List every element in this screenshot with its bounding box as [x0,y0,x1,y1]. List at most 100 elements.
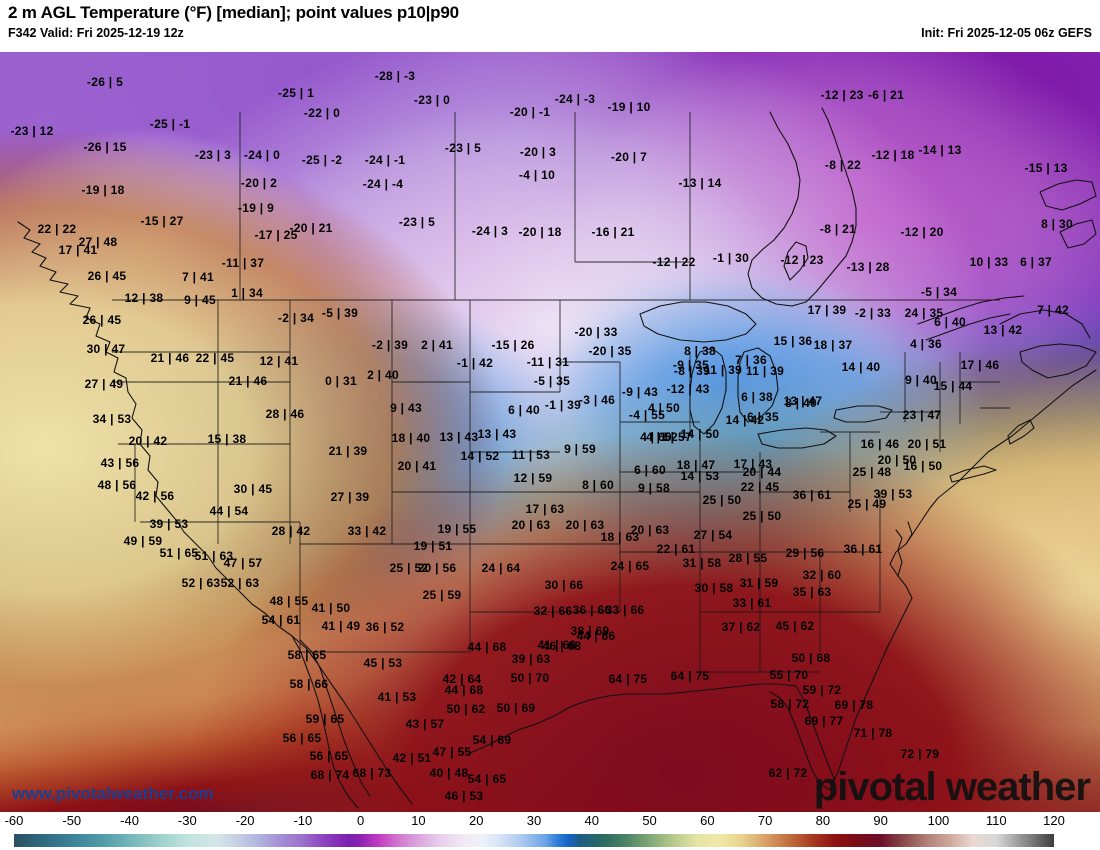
point-value-label: 69 | 78 [834,698,874,712]
point-value-label: 2 | 41 [421,338,453,352]
point-value-label: 13 | 43 [439,430,479,444]
point-value-label: 12 | 59 [513,471,553,485]
colorbar-tick: 30 [526,813,542,828]
point-value-label: 14 | 53 [680,469,720,483]
point-value-label: 21 | 39 [328,444,368,458]
point-value-label: -12 | 23 [820,88,864,102]
point-value-label: 52 | 63 [181,576,221,590]
point-value-label: 1 | 34 [231,286,263,300]
point-value-label: -9 | 35 [672,358,710,372]
colorbar-tick-labels: -60 -50 -40 -30 -20 -10 0 10 20 30 40 50 60 70 80 90 100… [0,812,1100,832]
point-value-label: 52 | 63 [220,576,260,590]
point-value-label: 39 | 53 [873,487,913,501]
point-value-label: 15 | 38 [207,432,247,446]
point-value-label: -25 | 1 [277,86,315,100]
point-value-label: 42 | 51 [392,751,432,765]
point-value-label: 27 | 54 [693,528,733,542]
temperature-map[interactable]: -23 | 12 -26 | 5 -26 | 15 -25 | -1 -19 | 18 -… [0,52,1100,812]
point-value-label: -20 | 18 [518,225,562,239]
point-value-label: 19 | 55 [437,522,477,536]
point-value-label: 20 | 44 [742,465,782,479]
point-value-label: 39 | 53 [149,517,189,531]
point-value-label: -25 | -1 [149,117,191,131]
point-value-label: 17 | 46 [960,358,1000,372]
point-value-label: 45 | 62 [775,619,815,633]
point-value-label: -2 | 39 [371,338,409,352]
point-value-label: 20 | 63 [565,518,605,532]
point-value-label: 56 | 65 [282,731,322,745]
point-value-label: 25 | 50 [742,509,782,523]
point-value-label: 44 | 66 [576,629,616,643]
point-value-label: -23 | 12 [10,124,54,138]
point-value-label: 51 | 63 [194,549,234,563]
point-value-label: -5 | 34 [920,285,958,299]
point-value-label: -8 | 21 [819,222,857,236]
point-value-label: 40 | 48 [429,766,469,780]
point-value-label: -23 | 0 [413,93,451,107]
point-value-label: 48 | 56 [97,478,137,492]
point-value-label: 29 | 56 [785,546,825,560]
colorbar[interactable]: -60 -50 -40 -30 -20 -10 0 10 20 30 40 50 60 70 80 90 100… [0,812,1100,850]
point-value-label: 58 | 65 [287,648,327,662]
point-value-label: 54 | 69 [472,733,512,747]
point-value-label: -25 | -2 [301,153,343,167]
colorbar-tick: -60 [4,813,24,828]
point-value-label: 44 | 68 [467,640,507,654]
point-value-label: 50 | 70 [510,671,550,685]
point-value-label: 11 | 39 [703,363,743,377]
point-value-label: 31 | 58 [682,556,722,570]
point-value-label: 16 | 50 [903,459,943,473]
colorbar-tick: 50 [642,813,657,828]
point-value-label: -12 | 18 [871,148,915,162]
point-value-label: 48 | 55 [269,594,309,608]
point-value-label: 28 | 42 [271,524,311,538]
point-value-label: -16 | 21 [591,225,635,239]
point-value-label: -2 | 34 [277,311,315,325]
point-value-label: -24 | 3 [471,224,509,238]
point-value-label: -24 | -4 [362,177,404,191]
point-value-label: 8 | 60 [582,478,614,492]
point-value-label: 41 | 50 [311,601,351,615]
point-value-label: 39 | 63 [511,652,551,666]
colorbar-tick: -40 [120,813,139,828]
point-value-label: 18 | 63 [600,530,640,544]
point-value-label: 50 | 69 [496,701,536,715]
point-value-label: -20 | 7 [610,150,648,164]
point-value-label: 54 | 61 [261,613,301,627]
point-value-label: -22 | 0 [303,106,341,120]
point-value-label: -13 | 28 [846,260,890,274]
point-value-label: 4 | 50 [648,401,680,415]
point-value-label: 15 | 36 [773,334,813,348]
colorbar-tick: -30 [177,813,197,828]
map-header: 2 m AGL Temperature (°F) [median]; point… [0,0,1100,52]
point-value-label: -24 | -3 [554,92,596,106]
point-value-label: -15 | 26 [491,338,535,352]
point-value-label: 10 | 33 [969,255,1009,269]
point-value-label: -11 | 37 [221,256,265,270]
point-value-label: 12 | 38 [124,291,164,305]
point-value-label: 17 | 39 [807,303,847,317]
point-value-label: 32 | 66 [533,604,573,618]
point-value-label: 21 | 46 [228,374,268,388]
point-value-label: 33 | 66 [605,603,645,617]
point-value-label: 33 | 61 [732,596,772,610]
point-value-label: 1 | 57 [660,430,692,444]
point-value-label: 44 | 54 [209,504,249,518]
point-value-label: -5 | 39 [321,306,359,320]
point-value-label: 22 | 22 [37,222,77,236]
point-value-label: 14 | 50 [680,427,720,441]
colorbar-tick: -10 [293,813,313,828]
point-value-label: 43 | 56 [100,456,140,470]
point-value-label: -20 | 3 [519,145,557,159]
point-value-label: 6 | 38 [741,390,773,404]
point-value-label: -28 | -3 [374,69,416,83]
point-value-label: 9 | 43 [390,401,422,415]
point-value-label: 46 | 68 [542,639,582,653]
point-value-label: 45 | 53 [363,656,403,670]
point-value-label: -17 | 25 [254,228,298,242]
point-value-label: 9 | 40 [905,373,937,387]
point-value-label: 27 | 49 [84,377,124,391]
point-value-label: 69 | 77 [804,714,844,728]
point-value-label: 24 | 35 [904,306,944,320]
point-value-label: 36 | 61 [792,488,832,502]
